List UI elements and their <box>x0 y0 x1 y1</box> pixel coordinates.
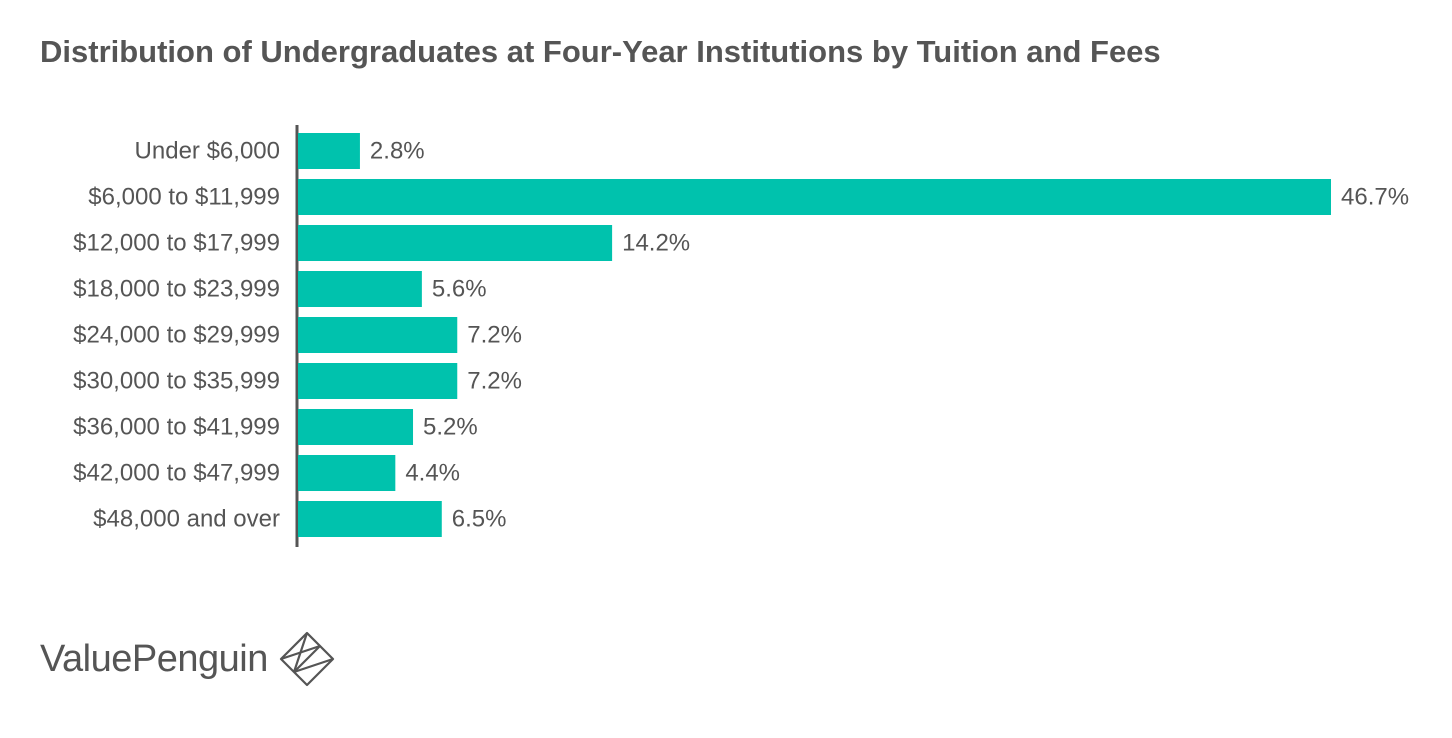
data-label: 5.6% <box>432 276 487 303</box>
data-label: 7.2% <box>467 322 522 349</box>
data-label: 5.2% <box>423 414 478 441</box>
category-tick-label: $24,000 to $29,999 <box>73 322 280 349</box>
data-label: 14.2% <box>622 230 690 257</box>
category-tick-label: $6,000 to $11,999 <box>88 184 280 211</box>
bar <box>298 455 396 491</box>
data-label: 7.2% <box>467 368 522 395</box>
category-tick-label: $42,000 to $47,999 <box>73 460 280 487</box>
valuepenguin-diamond-logo-icon <box>279 631 334 687</box>
category-tick-label: $12,000 to $17,999 <box>73 230 280 257</box>
category-tick-label: $18,000 to $23,999 <box>73 276 280 303</box>
category-tick-label: $36,000 to $41,999 <box>73 414 280 441</box>
category-tick-label: $30,000 to $35,999 <box>73 368 280 395</box>
category-tick-label: Under $6,000 <box>135 138 280 165</box>
brand-name: ValuePenguin <box>40 637 268 680</box>
bar <box>298 409 414 445</box>
bar <box>298 179 1331 215</box>
category-tick-label: $48,000 and over <box>93 506 280 533</box>
data-label: 46.7% <box>1341 184 1409 211</box>
bar <box>298 501 442 537</box>
chart-title: Distribution of Undergraduates at Four-Y… <box>40 34 1161 69</box>
bar <box>298 225 613 261</box>
data-label: 4.4% <box>405 460 460 487</box>
data-label: 2.8% <box>370 138 425 165</box>
bar <box>298 133 360 169</box>
bar <box>298 271 422 307</box>
data-label: 6.5% <box>452 506 507 533</box>
bar <box>298 317 458 353</box>
bar <box>298 363 458 399</box>
brand-logo: ValuePenguin <box>40 630 336 688</box>
